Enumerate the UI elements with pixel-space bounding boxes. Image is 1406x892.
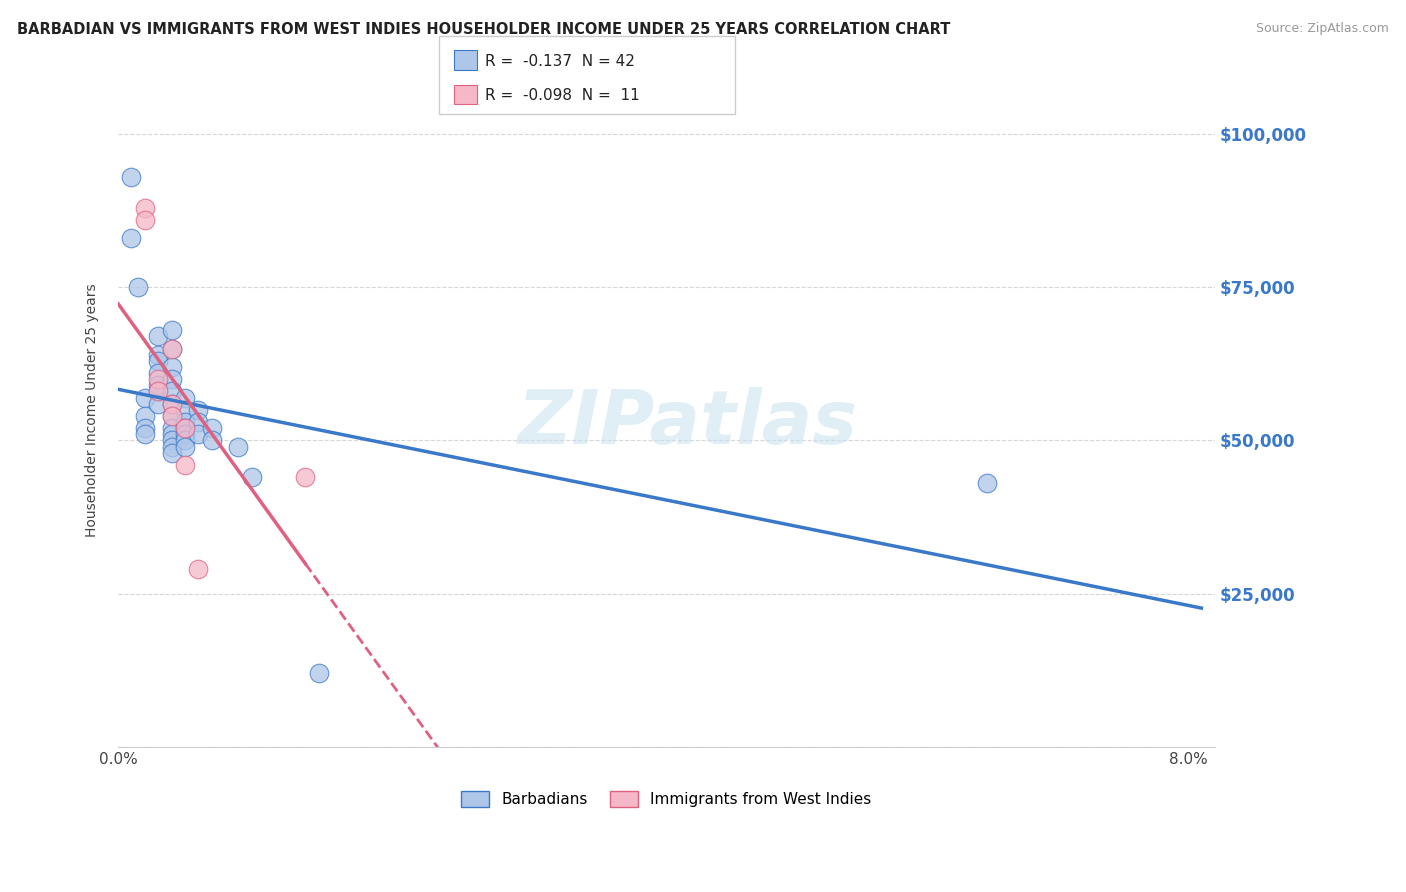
Point: [134, 213, 156, 227]
Point: [146, 384, 169, 399]
Point: [146, 378, 169, 392]
Point: [134, 409, 156, 423]
Point: [146, 348, 169, 362]
Point: [228, 440, 250, 454]
Point: [146, 397, 169, 411]
Point: [134, 201, 156, 215]
Point: [174, 427, 197, 442]
Point: [146, 384, 169, 399]
Point: [174, 402, 197, 417]
Point: [160, 409, 183, 423]
Y-axis label: Householder Income Under 25 years: Householder Income Under 25 years: [86, 283, 100, 537]
Text: R =  -0.137  N = 42: R = -0.137 N = 42: [485, 54, 636, 70]
Point: [160, 434, 183, 448]
Point: [160, 359, 183, 374]
Point: [187, 427, 209, 442]
Point: [160, 445, 183, 459]
Point: [160, 440, 183, 454]
Point: [120, 170, 142, 185]
Point: [134, 421, 156, 435]
Point: [160, 427, 183, 442]
Point: [160, 384, 183, 399]
Point: [134, 427, 156, 442]
Point: [308, 666, 330, 681]
Point: [174, 421, 197, 435]
Point: [174, 421, 197, 435]
Point: [160, 342, 183, 356]
Text: Source: ZipAtlas.com: Source: ZipAtlas.com: [1256, 22, 1389, 36]
Point: [187, 415, 209, 429]
Point: [160, 421, 183, 435]
Point: [174, 391, 197, 405]
Text: BARBADIAN VS IMMIGRANTS FROM WEST INDIES HOUSEHOLDER INCOME UNDER 25 YEARS CORRE: BARBADIAN VS IMMIGRANTS FROM WEST INDIES…: [17, 22, 950, 37]
Point: [160, 372, 183, 386]
Point: [134, 391, 156, 405]
Text: ZIPatlas: ZIPatlas: [519, 387, 858, 459]
Point: [160, 397, 183, 411]
Point: [201, 421, 224, 435]
Point: [146, 366, 169, 380]
Point: [160, 342, 183, 356]
Point: [294, 470, 316, 484]
Point: [174, 440, 197, 454]
Point: [174, 415, 197, 429]
Point: [187, 562, 209, 576]
Point: [120, 231, 142, 245]
Point: [160, 397, 183, 411]
Point: [976, 476, 998, 491]
Point: [160, 323, 183, 337]
Legend: Barbadians, Immigrants from West Indies: Barbadians, Immigrants from West Indies: [456, 785, 877, 814]
Point: [146, 372, 169, 386]
Point: [174, 434, 197, 448]
Point: [201, 434, 224, 448]
Point: [146, 354, 169, 368]
Point: [174, 458, 197, 472]
Point: [127, 280, 149, 294]
Text: R =  -0.098  N =  11: R = -0.098 N = 11: [485, 88, 640, 103]
Point: [160, 409, 183, 423]
Point: [240, 470, 263, 484]
Point: [146, 329, 169, 343]
Point: [187, 402, 209, 417]
